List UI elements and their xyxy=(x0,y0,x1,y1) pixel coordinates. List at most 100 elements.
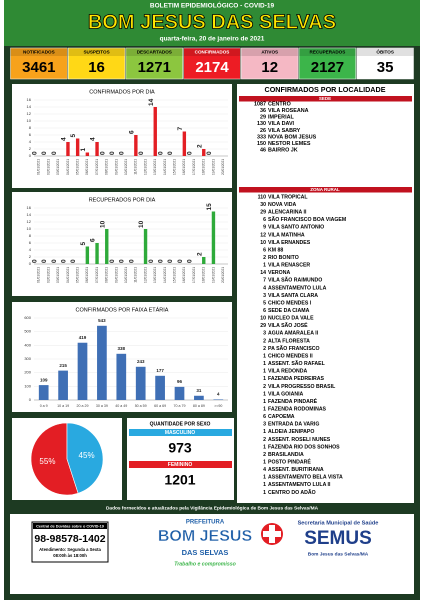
data-label: 0 xyxy=(41,151,48,155)
x-tick-label: 20/01/2021 xyxy=(221,159,225,175)
x-tick-label: 17/01/2021 xyxy=(192,267,196,283)
date: quarta-feira, 20 de janeiro de 2021 xyxy=(160,36,265,43)
y-tick-label: 4 xyxy=(29,247,32,252)
data-label: 338 xyxy=(118,346,126,351)
stat-label-bg xyxy=(299,48,356,56)
pref-top: PREFEITURA xyxy=(186,520,225,526)
data-label: 0 xyxy=(109,151,116,155)
stat-value: 1271 xyxy=(138,59,171,76)
stat-box xyxy=(241,47,299,80)
semus-city: Bom Jesus das Selvas/MA xyxy=(308,551,369,557)
bar xyxy=(85,246,90,264)
data-label: 10 xyxy=(138,220,145,228)
data-label: 7 xyxy=(177,127,184,131)
loc-count: 6 xyxy=(263,217,266,223)
stat-label: ATIVOS xyxy=(261,50,278,55)
stat-box xyxy=(10,47,68,80)
loc-count: 2 xyxy=(263,346,266,352)
loc-name: VILA SÃO RAIMUNDO xyxy=(268,277,322,284)
loc-name: NESTOR LEMES xyxy=(268,141,311,147)
y-tick-label: 4 xyxy=(29,139,32,144)
y-tick-label: 2 xyxy=(29,146,32,151)
loc-name: BAIRRO JK xyxy=(268,148,298,154)
y-tick-label: 12 xyxy=(27,111,32,116)
bar xyxy=(38,385,49,400)
x-tick-label: 20/01/2021 xyxy=(221,267,225,283)
loc-name: ASSENT. BURITIRANA xyxy=(268,467,324,473)
loc-name: CHICO MENDES II xyxy=(268,353,313,359)
stat-label: CONFIRMADOS xyxy=(195,50,230,55)
loc-count: 1 xyxy=(263,361,266,367)
sede-label: SEDE xyxy=(319,96,331,101)
stat-label: RECUPERADOS xyxy=(310,50,346,55)
x-tick-label: 16/01/2021 xyxy=(182,267,186,283)
rural-label: ZONA RURAL xyxy=(310,187,340,192)
chart-panel xyxy=(12,84,232,188)
loc-title: CONFIRMADOS POR LOCALIDADE xyxy=(265,85,386,94)
pref-slogan: Trabalho e compromisso xyxy=(174,561,236,567)
data-label: 0 xyxy=(60,259,67,263)
stat-box xyxy=(183,47,241,80)
data-label: 0 xyxy=(31,259,38,263)
x-tick-label: 10/01/2021 xyxy=(124,159,128,175)
bar xyxy=(174,386,185,400)
loc-count: 10 xyxy=(260,316,266,322)
y-tick-label: 14 xyxy=(27,212,32,217)
bar xyxy=(77,342,88,400)
data-label: 0 xyxy=(51,151,58,155)
data-label: 177 xyxy=(156,368,164,373)
bar xyxy=(194,395,204,400)
loc-count: 1 xyxy=(263,369,266,375)
data-label: 0 xyxy=(128,259,135,263)
data-label: 0 xyxy=(119,259,126,263)
data-label: 15 xyxy=(206,203,213,211)
loc-name: IMPERIAL xyxy=(268,115,294,121)
bar xyxy=(213,399,224,400)
y-tick-label: 200 xyxy=(24,370,31,375)
data-label: 243 xyxy=(137,359,145,364)
loc-name: RIO BONITO xyxy=(268,255,299,261)
loc-name: ASSENTAMENTO LULA II xyxy=(268,482,331,488)
male-value: 973 xyxy=(168,440,192,456)
loc-name: FAZENDA RIO DOS SONHOS xyxy=(268,444,340,450)
data-label: 4 xyxy=(217,392,220,397)
stat-value: 2174 xyxy=(195,59,229,76)
loc-count: 30 xyxy=(260,202,266,208)
data-label: 5 xyxy=(70,134,77,138)
loc-name: ALENCARINA II xyxy=(268,210,307,216)
x-tick-label: 11/01/2021 xyxy=(134,159,138,175)
pie-slice xyxy=(30,422,79,496)
loc-name: CENTRO xyxy=(268,101,291,107)
x-tick-label: 14/01/2021 xyxy=(163,267,167,283)
stat-label: SUSPEITOS xyxy=(83,50,109,55)
x-tick-label: 13/01/2021 xyxy=(153,267,157,283)
data-label: 4 xyxy=(90,137,97,141)
x-tick-label: 15/01/2021 xyxy=(172,159,176,175)
x-tick-label: 16/01/2021 xyxy=(182,159,186,175)
x-tick-label: 04/01/2021 xyxy=(66,159,70,175)
loc-name: ASSENT. SÃO RAFAEL xyxy=(268,360,326,367)
semus-name: SEMUS xyxy=(304,528,372,549)
data-label: 0 xyxy=(157,151,164,155)
loc-count: 1 xyxy=(263,406,266,412)
x-tick-label: 03/01/2021 xyxy=(56,267,60,283)
loc-count: 7 xyxy=(263,278,266,284)
stat-box xyxy=(298,47,357,80)
data-label: 2 xyxy=(196,144,203,148)
loc-name: VILA SÃO JOSÉ xyxy=(268,321,308,329)
x-tick-label: 19/01/2021 xyxy=(211,267,215,283)
y-tick-label: 14 xyxy=(27,104,32,109)
x-tick-label: 19/01/2021 xyxy=(211,159,215,175)
data-label: 0 xyxy=(206,151,213,155)
semus-title: Secretaria Municipal de Saúde xyxy=(298,520,379,526)
loc-name: PA SÃO FRANCISCO xyxy=(268,345,320,352)
pref-sub: DAS SELVAS xyxy=(182,548,229,557)
bar xyxy=(75,138,80,156)
y-tick-label: 8 xyxy=(29,233,32,238)
loc-count: 36 xyxy=(260,108,266,114)
loc-count: 1 xyxy=(263,376,266,382)
loc-name: FAZENDA PEDREIRAS xyxy=(268,376,325,382)
x-tick-label: 08/01/2021 xyxy=(105,159,109,175)
y-tick-label: 0 xyxy=(29,261,32,266)
